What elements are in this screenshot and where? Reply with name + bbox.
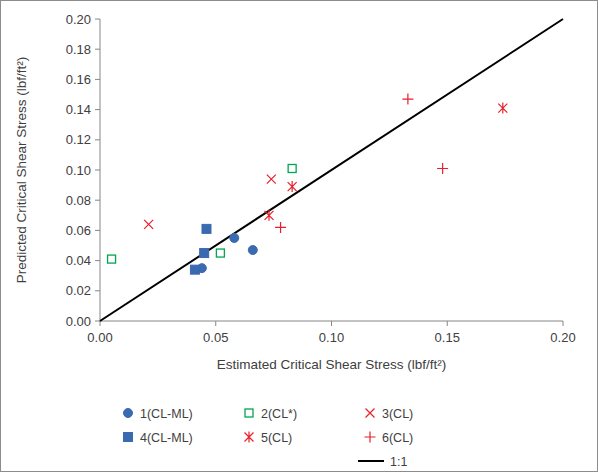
point <box>288 164 296 172</box>
x-tick-label: 0.10 <box>319 330 344 345</box>
y-tick-label: 0.14 <box>66 102 91 117</box>
line <box>100 19 563 321</box>
y-tick-label: 0.02 <box>66 283 91 298</box>
legend-line <box>358 460 384 462</box>
legend-marker <box>245 432 254 443</box>
point <box>248 246 257 255</box>
point <box>216 249 224 257</box>
legend-label: 3(CL) <box>382 407 413 421</box>
y-tick-label: 0.16 <box>66 72 91 87</box>
legend-marker <box>124 433 133 442</box>
legend-marker <box>245 409 253 417</box>
chart-border <box>1 1 598 472</box>
x-tick-label: 0.15 <box>435 330 460 345</box>
y-tick <box>95 170 100 171</box>
point <box>267 175 276 184</box>
y-tick <box>95 230 100 231</box>
x-tick <box>215 321 216 326</box>
legend-label: 2(CL*) <box>261 407 297 421</box>
legend: 1(CL-ML) 2(CL*) 3(CL) 4(CL-ML) 5(CL) 6(CL) 1:1 <box>124 407 414 469</box>
x-tick <box>563 321 564 326</box>
legend-label: 6(CL) <box>382 431 413 445</box>
y-tick <box>95 109 100 110</box>
legend-label: 1:1 <box>390 455 407 469</box>
y-tick-label: 0.06 <box>66 223 91 238</box>
x-tick-label: 0.00 <box>87 330 112 345</box>
y-tick <box>95 290 100 291</box>
y-tick <box>95 321 100 322</box>
point <box>437 163 448 174</box>
y-tick-label: 0.08 <box>66 193 91 208</box>
x-axis-title: Estimated Critical Shear Stress (lbf/ft²… <box>217 357 447 372</box>
point <box>190 265 199 274</box>
point <box>264 210 273 221</box>
legend-label: 4(CL-ML) <box>140 431 193 445</box>
plot-marks <box>100 19 563 321</box>
point <box>144 220 153 229</box>
point <box>200 249 209 258</box>
y-tick-label: 0.18 <box>66 42 91 57</box>
x-tick <box>100 321 101 326</box>
point <box>498 103 507 114</box>
legend-label: 1(CL-ML) <box>140 407 193 421</box>
y-tick-label: 0.12 <box>66 132 91 147</box>
y-tick-label: 0.00 <box>66 314 91 329</box>
point <box>108 255 116 263</box>
legend-marker <box>124 409 133 418</box>
y-tick-label: 0.10 <box>66 163 91 178</box>
y-tick <box>95 139 100 140</box>
x-tick <box>331 321 332 326</box>
point <box>275 222 286 233</box>
point <box>402 94 413 105</box>
y-tick-label: 0.20 <box>66 12 91 27</box>
x-tick-label: 0.20 <box>550 330 575 345</box>
legend-marker <box>366 409 375 418</box>
x-tick <box>447 321 448 326</box>
chart: 0.00 0.02 0.04 0.06 0.08 0.10 0.12 0.14 0.16 0.18… <box>0 0 598 472</box>
legend-marker <box>365 432 376 443</box>
y-tick-label: 0.04 <box>66 253 91 268</box>
y-tick <box>95 19 100 20</box>
y-axis-title: Predicted Critical Shear Stress (lbf/ft²… <box>14 57 29 284</box>
point <box>202 224 211 233</box>
y-tick <box>95 260 100 261</box>
legend-label: 5(CL) <box>261 431 292 445</box>
y-tick <box>95 79 100 80</box>
y-tick <box>95 200 100 201</box>
point <box>288 181 297 192</box>
y-tick <box>95 49 100 50</box>
x-tick-label: 0.05 <box>203 330 228 345</box>
point <box>230 233 239 242</box>
